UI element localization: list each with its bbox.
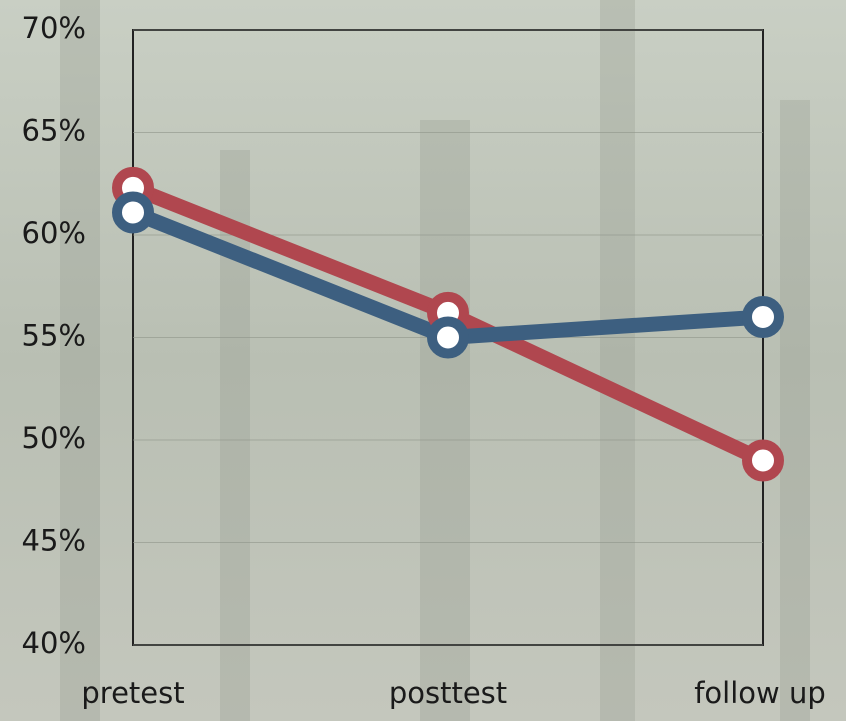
point-marker [742,439,784,482]
y-tick-label: 60% [22,216,86,250]
x-tick-label: pretest [81,676,184,710]
point-marker [742,296,784,338]
x-tick-label: follow up [694,676,826,710]
y-tick-label: 65% [22,114,86,148]
y-tick-label: 40% [22,626,86,660]
point-marker [427,316,469,359]
point-marker [112,191,154,234]
x-tick-label: posttest [389,676,507,710]
y-tick-label: 50% [22,421,86,455]
tree-trunks [60,0,810,721]
y-tick-label: 70% [22,11,86,45]
y-tick-label: 55% [22,319,86,353]
y-tick-label: 45% [22,524,86,558]
